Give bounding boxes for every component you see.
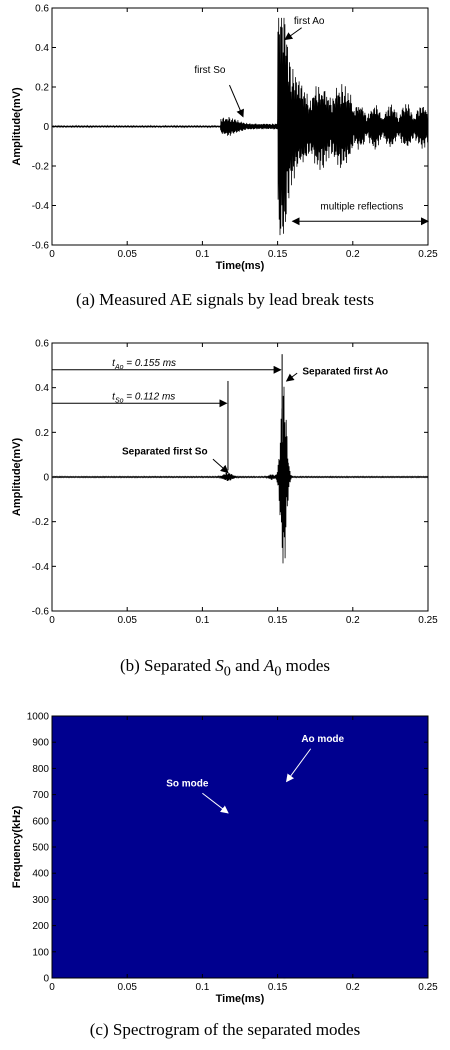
y-axis-label: Amplitude(mV) (11, 438, 23, 517)
y-tick-label: 400 (32, 869, 49, 880)
label-t-ao-sub: Ao (114, 364, 124, 371)
arrow-first-ao (284, 27, 302, 41)
x-tick-label: 0.2 (346, 615, 360, 623)
y-tick-label: 700 (32, 790, 49, 801)
annotation-first-so: first So (194, 65, 226, 76)
y-tick-label: 1000 (27, 712, 50, 723)
label-t-so: tSo = 0.112 ms (112, 391, 175, 404)
caption-b-part2: modes (281, 656, 331, 675)
label-t-so-value: = 0.112 ms (124, 391, 176, 402)
annotation-so-mode: So mode (166, 779, 209, 790)
x-tick-label: 0.15 (268, 615, 288, 623)
arrow-first-so (229, 84, 244, 118)
chart-separated-modes: 0 0.05 0.1 0.15 0.2 0.25 -0.6 -0.4 -0.2 0 0.2 0.4 0.… (11, 339, 438, 639)
y-tick-label: 0 (43, 122, 49, 133)
annotation-separated-ao: Separated first Ao (302, 366, 388, 377)
y-tick-label: 0.6 (35, 339, 49, 350)
x-tick-label: 0 (49, 615, 55, 623)
panel-c: 0 0.05 0.1 0.15 0.2 0.25 0 100 200 300 400 500 600 70… (0, 700, 450, 1010)
y-tick-label: 300 (32, 895, 49, 906)
caption-b-and: and (230, 656, 264, 675)
y-tick-label: 0 (43, 974, 49, 985)
annotation-ao-mode: Ao mode (301, 734, 344, 745)
y-tick-label: 0.4 (35, 43, 49, 54)
y-tick-label: 900 (32, 738, 49, 749)
x-axis-label: Time(ms) (216, 993, 265, 1005)
y-tick-label: 0.2 (35, 428, 49, 439)
arrow-separated-so (212, 458, 229, 474)
x-tick-label: 0.15 (268, 249, 288, 260)
x-tick-label: 0.05 (117, 249, 137, 260)
y-tick-label: 0.2 (35, 83, 49, 94)
label-t-so-t: t (112, 391, 116, 402)
y-tick-label: 100 (32, 947, 49, 958)
arrow-ao-mode (286, 748, 312, 783)
chart-spectrogram: 0 0.05 0.1 0.15 0.2 0.25 0 100 200 300 400 500 600 70… (11, 712, 438, 1006)
label-t-so-sub: So (115, 397, 124, 404)
x-tick-label: 0.25 (418, 982, 438, 993)
caption-b-a-sub: 0 (274, 663, 282, 680)
y-tick-label: -0.2 (32, 517, 50, 528)
ae-signal-line (51, 17, 429, 236)
x-tick-label: 0 (49, 249, 55, 260)
x-tick-label: 0.1 (195, 982, 209, 993)
caption-b-a: A (263, 656, 275, 675)
caption-b-s: S (215, 656, 224, 675)
chart-measured-ae: 0 0.05 0.1 0.15 0.2 0.25 -0.6 -0.4 -0.2 0 0.2 0.4 0.… (11, 4, 438, 273)
panel-a: 0 0.05 0.1 0.15 0.2 0.25 -0.6 -0.4 -0.2 0 0.2 0.4 0.… (0, 0, 450, 285)
y-tick-label: 600 (32, 816, 49, 827)
y-tick-label: -0.6 (32, 607, 50, 618)
y-tick-label: 500 (32, 843, 49, 854)
x-tick-label: 0.15 (268, 982, 288, 993)
x-tick-label: 0.2 (346, 249, 360, 260)
label-t-ao: tAo = 0.155 ms (112, 358, 176, 371)
arrow-separated-ao (285, 372, 298, 382)
x-tick-label: 0.25 (418, 249, 438, 260)
y-tick-label: 200 (32, 921, 49, 932)
x-tick-label: 0.2 (346, 982, 360, 993)
annotation-multiple-reflections: multiple reflections (320, 202, 403, 213)
arrow-so-mode (202, 792, 229, 814)
x-tick-label: 0.05 (117, 982, 137, 993)
y-tick-label: 0.4 (35, 383, 49, 394)
y-tick-label: 800 (32, 764, 49, 775)
annotation-bg (303, 203, 421, 218)
x-tick-label: 0 (49, 982, 55, 993)
x-tick-label: 0.05 (117, 615, 137, 623)
caption-b-s-sub: 0 (223, 663, 231, 680)
separated-signal-line (51, 386, 429, 564)
panel-b: 0 0.05 0.1 0.15 0.2 0.25 -0.6 -0.4 -0.2 0 0.2 0.4 0.… (0, 333, 450, 639)
y-tick-label: 0.6 (35, 4, 49, 15)
x-tick-label: 0.1 (195, 615, 209, 623)
y-axis-label: Amplitude(mV) (11, 87, 23, 166)
caption-c: (c) Spectrogram of the separated modes (89, 1020, 361, 1039)
caption-a: (a) Measured AE signals by lead break te… (76, 290, 374, 309)
y-axis-label: Frequency(kHz) (11, 805, 23, 888)
y-tick-label: -0.4 (32, 201, 50, 212)
x-tick-label: 0.25 (418, 615, 438, 623)
plot-frame (51, 715, 429, 979)
y-tick-label: -0.6 (32, 241, 50, 252)
label-t-ao-t: t (112, 358, 116, 369)
x-tick-label: 0.1 (195, 249, 209, 260)
y-tick-label: 0 (43, 473, 49, 484)
caption-b-part1: (b) Separated (119, 656, 216, 675)
x-axis-label: Time(ms) (216, 260, 265, 272)
annotation-first-ao: first Ao (294, 16, 325, 27)
y-tick-label: -0.2 (32, 162, 50, 173)
label-t-ao-value: = 0.155 ms (124, 358, 177, 369)
y-tick-label: -0.4 (32, 562, 50, 573)
annotation-separated-so: Separated first So (122, 447, 208, 458)
caption-b: (b) Separated S0 and A0 modes (0, 656, 450, 680)
